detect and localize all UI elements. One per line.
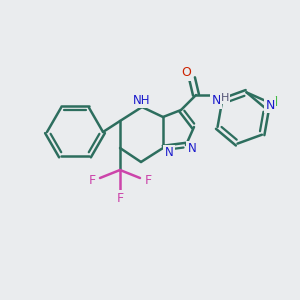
Text: N: N [188,142,196,155]
Text: F: F [144,173,152,187]
Text: F: F [116,191,124,205]
Text: N: N [165,146,173,160]
Text: N: N [266,99,275,112]
Text: NH: NH [133,94,151,106]
Text: H: H [221,93,229,103]
Text: Cl: Cl [266,96,279,109]
Text: O: O [181,67,191,80]
Text: N: N [211,94,221,107]
Text: F: F [88,173,96,187]
